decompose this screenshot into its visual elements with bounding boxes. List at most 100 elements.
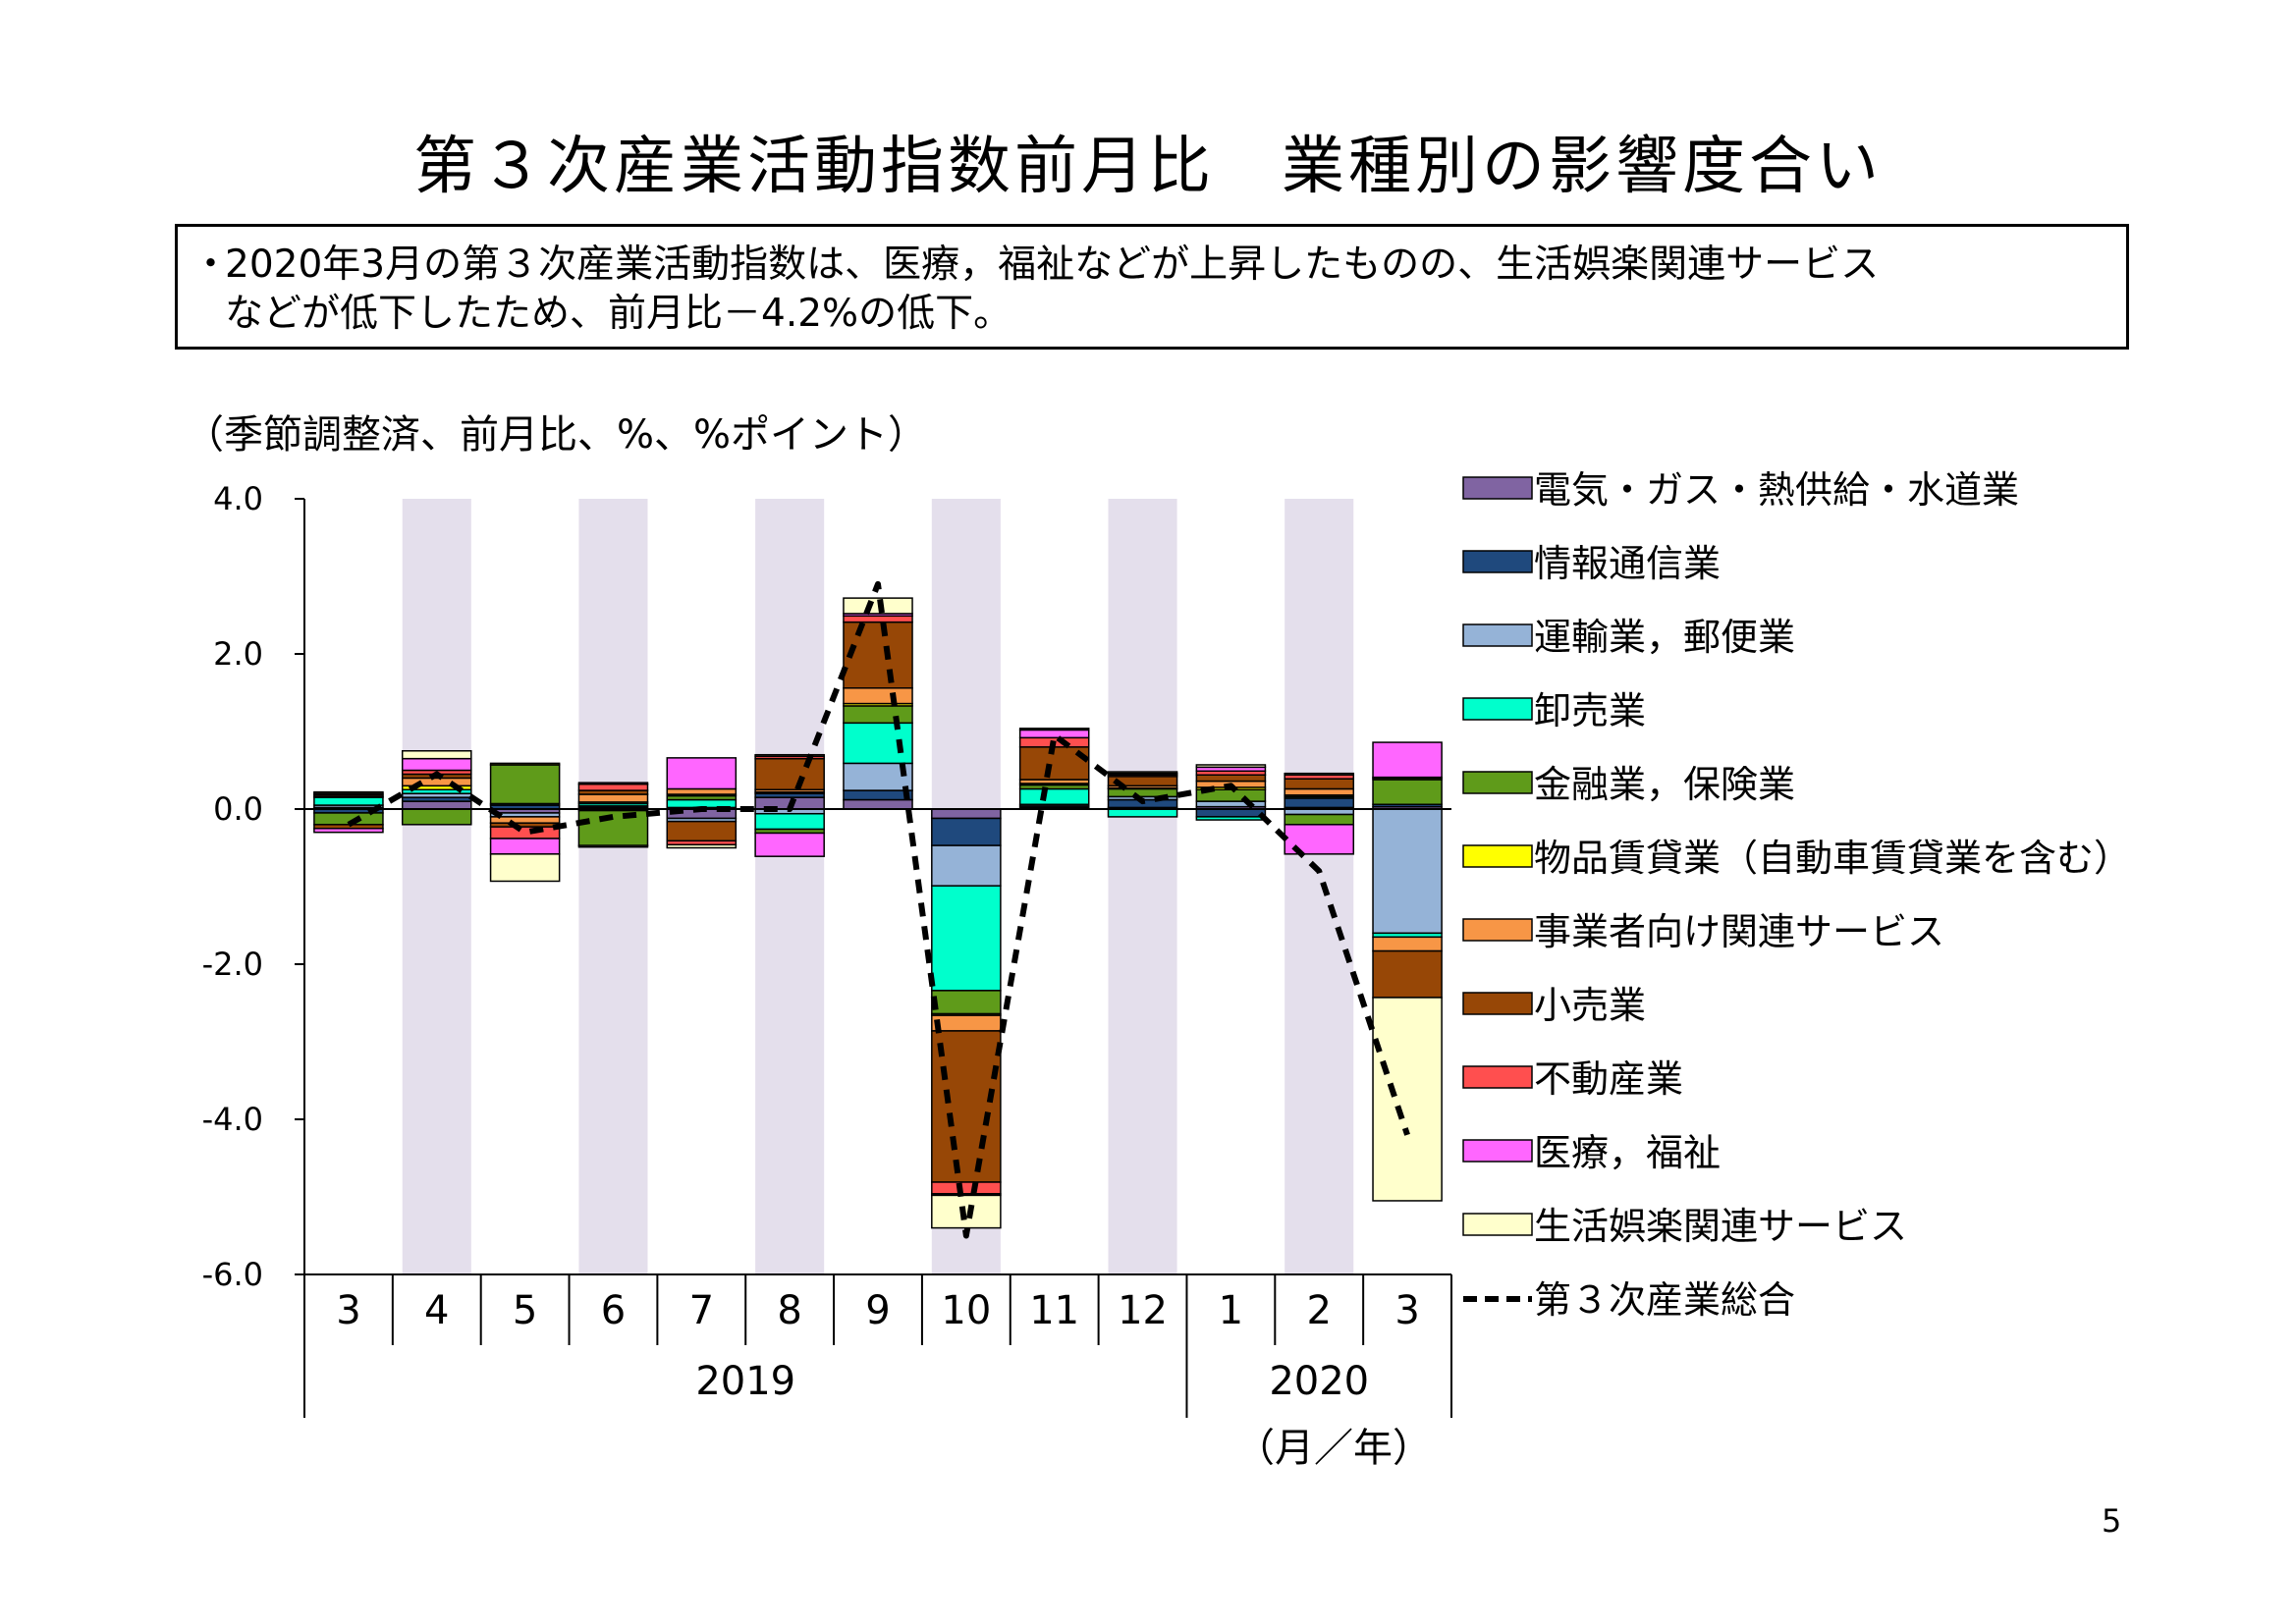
bar-segment [1195, 774, 1267, 783]
x-tick-label: 7 [689, 1288, 714, 1333]
x-tick-label: 5 [513, 1288, 537, 1333]
shaded-column [755, 499, 825, 1274]
year-label: 2020 [1269, 1359, 1369, 1404]
bar-segment [666, 787, 738, 795]
legend-label: 金融業，保険業 [1534, 763, 1795, 806]
bar-segment [1372, 997, 1443, 1202]
y-tick-label: -4.0 [202, 1101, 263, 1138]
bar-segment [843, 798, 913, 810]
x-tick-label: 6 [601, 1288, 626, 1333]
shaded-column [578, 499, 648, 1274]
legend-label: 医療，福祉 [1534, 1131, 1721, 1174]
bar-segment [843, 722, 913, 765]
legend-label: 情報通信業 [1534, 542, 1721, 585]
axis-unit-label: （月／年） [1235, 1426, 1432, 1471]
x-tick-label: 8 [777, 1288, 801, 1333]
summary-bullet: ・ [191, 243, 231, 287]
bar-segment [931, 990, 1002, 1015]
bar-segments [313, 597, 1443, 1229]
y-tick-label: 0.0 [213, 790, 263, 828]
legend-label: 運輸業，郵便業 [1534, 616, 1795, 659]
bar-segment [1018, 728, 1090, 731]
bar-segment [843, 621, 913, 689]
bar-segment [1372, 936, 1443, 952]
x-tick-label: 9 [865, 1288, 890, 1333]
bar-segment [577, 783, 649, 791]
legend: 電気・ガス・熱供給・水道業情報通信業運輸業，郵便業卸売業金融業，保険業物品賃貸業… [1462, 468, 2131, 1322]
bar-segment [843, 615, 913, 623]
x-tick-label: 11 [1029, 1288, 1079, 1333]
bar-segment [401, 800, 472, 810]
legend-swatch [1462, 771, 1533, 794]
bar-segment [577, 844, 649, 848]
bar-segment [843, 705, 913, 725]
legend-swatch [1462, 697, 1533, 721]
legend-label: 生活娯楽関連サービス [1534, 1205, 1907, 1248]
legend-label: 卸売業 [1534, 689, 1646, 732]
legend-swatch [1462, 918, 1533, 942]
bar-segment [754, 832, 825, 857]
x-tick-label: 1 [1219, 1288, 1243, 1333]
bar-segment [1372, 779, 1443, 806]
y-tick-label: -6.0 [202, 1256, 263, 1293]
y-tick-label: -2.0 [202, 946, 263, 983]
bar-segment [1372, 808, 1443, 935]
bar-segment [931, 844, 1002, 887]
total-line [347, 580, 1410, 1239]
legend-swatch [1462, 844, 1533, 868]
y-tick-label: 4.0 [213, 480, 263, 517]
year-label: 2019 [695, 1359, 795, 1404]
bar-segment [666, 820, 738, 842]
x-tick-label: 12 [1118, 1288, 1168, 1333]
bar-segment [1195, 800, 1267, 808]
bar-segment [931, 1181, 1002, 1195]
bar-segment [489, 764, 561, 805]
shaded-column [402, 499, 471, 1274]
bar-segment [401, 757, 472, 772]
bar-segment [1018, 729, 1090, 739]
bar-segment [1372, 741, 1443, 779]
legend-swatch [1462, 1065, 1533, 1089]
legend-swatch [1462, 1213, 1533, 1236]
shaded-column [1108, 499, 1177, 1274]
bar-segment [931, 808, 1002, 820]
summary-box: ・ 2020年3月の第３次産業活動指数は、医療，福祉などが上昇したものの、生活娯… [175, 224, 2129, 350]
bar-segment [577, 809, 649, 846]
x-tick-label: 10 [941, 1288, 991, 1333]
bar-segment [1107, 771, 1178, 775]
x-tick-label: 4 [424, 1288, 449, 1333]
bar-segment [843, 789, 913, 801]
bar-segment [931, 1194, 1002, 1229]
bar-segment [1107, 808, 1178, 818]
legend-label: 物品賃貸業（自動車賃貸業を含む） [1534, 837, 2131, 880]
bar-segment [931, 1014, 1002, 1032]
bar-segment [1195, 816, 1267, 821]
bar-segment [489, 826, 561, 839]
bar-segment [1284, 813, 1355, 826]
bar-segment [1018, 787, 1090, 806]
bar-segment [754, 757, 825, 791]
bar-segment [489, 762, 561, 766]
unit-label: （季節調整済、前月比、%、%ポイント） [185, 412, 928, 458]
bar-segment [313, 790, 384, 794]
bar-segment [577, 793, 649, 803]
x-tick-label: 2 [1307, 1288, 1332, 1333]
bar-segment [754, 753, 825, 758]
shaded-column [1285, 499, 1354, 1274]
bar-segment [313, 828, 384, 834]
summary-line-1: 2020年3月の第３次産業活動指数は、医療，福祉などが上昇したものの、生活娯楽関… [225, 243, 1880, 287]
legend-swatch [1462, 992, 1533, 1015]
bar-segment [666, 843, 738, 849]
bar-segment [1372, 949, 1443, 999]
bar-segment [1195, 808, 1267, 818]
bar-segment [931, 885, 1002, 992]
bar-segment [1195, 764, 1267, 769]
y-tick-label: 2.0 [213, 635, 263, 673]
legend-swatch [1462, 550, 1533, 573]
x-tick-label: 3 [336, 1288, 360, 1333]
bar-segment [1284, 778, 1355, 790]
page-title: 第３次産業活動指数前月比 業種別の影響度合い [413, 131, 1883, 203]
legend-label: 小売業 [1534, 984, 1646, 1027]
bar-segment [666, 757, 738, 790]
